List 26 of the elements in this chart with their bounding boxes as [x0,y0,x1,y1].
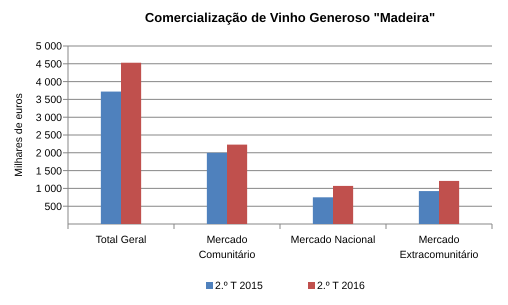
x-tick-label: Mercado Extracomunitário [400,234,479,261]
legend-label: 2.º T 2016 [317,280,365,292]
x-tick-label: Total Geral [96,234,146,246]
y-tick-label: 1 000 [36,183,62,196]
bar [333,186,354,224]
x-tick-label: Mercado Comunitário [198,234,256,261]
y-tick-label: 500 [44,200,62,213]
bar [439,180,460,224]
y-tick-label: 4 500 [36,58,62,70]
x-tick-label: Mercado Nacional [290,234,376,246]
bar [206,152,227,224]
y-tick-label: 2 500 [36,130,62,142]
bar [312,197,333,224]
y-tick-label: 1 500 [36,165,62,178]
bar [227,144,248,224]
legend-label: 2.º T 2015 [215,280,263,292]
y-axis-title: Milhares de euros [13,93,25,177]
y-tick-label: 3 000 [36,112,62,124]
bar [121,62,142,224]
bar [100,92,121,224]
y-tick-label: 4 000 [36,76,62,88]
y-tick-label: 2 000 [36,147,62,160]
y-tick-label: 3 500 [36,94,62,106]
bar [418,191,439,224]
chart-title: Comercialização de Vinho Generoso "Madeira" [144,10,436,25]
y-tick-label: 5 000 [36,40,62,53]
